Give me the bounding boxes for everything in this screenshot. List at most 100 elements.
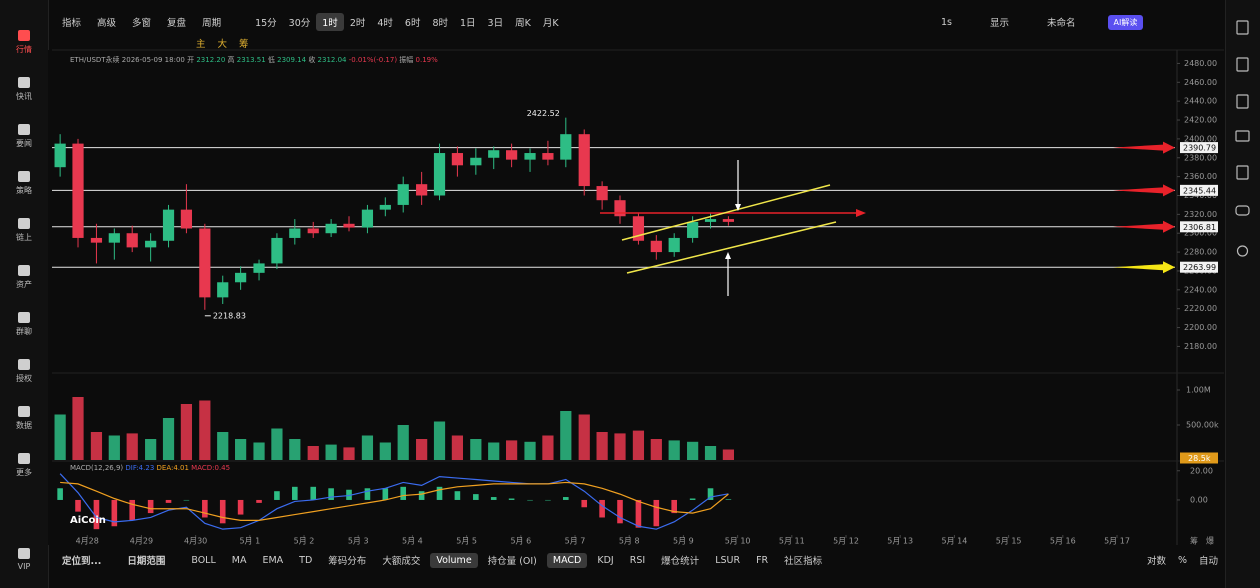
x-tick-label: 5月 13 — [887, 537, 913, 546]
indicator-tab[interactable]: BOLL — [191, 554, 216, 566]
tool-button[interactable]: 1s — [941, 16, 952, 28]
sidebar-item[interactable]: 数据 — [4, 406, 44, 431]
period-button[interactable]: 周K — [515, 18, 531, 29]
icon — [18, 406, 30, 417]
tool-button[interactable]: 高级 — [97, 18, 117, 29]
sidebar-item[interactable]: VIP — [4, 548, 44, 571]
volume-bar — [668, 440, 680, 460]
tool-button[interactable]: AI解读 — [1107, 14, 1144, 30]
draw-tool[interactable]: 筹 — [239, 39, 249, 50]
candle-body — [451, 153, 464, 166]
volume-bar — [614, 433, 626, 460]
volume-bar — [90, 432, 103, 460]
sidebar-item[interactable]: 更多 — [4, 453, 44, 478]
x-tick-label: 5月 17 — [1104, 537, 1130, 546]
tool-button[interactable]: 未命名 — [1047, 18, 1076, 29]
icon — [18, 30, 30, 41]
indicator-tab[interactable]: 社区指标 — [784, 556, 823, 567]
draw-tool[interactable]: 主 — [196, 39, 206, 50]
volume-bar — [126, 433, 138, 460]
period-button[interactable]: 8时 — [432, 18, 448, 29]
period-button[interactable]: 30分 — [288, 18, 311, 29]
info-item: 0.19% — [416, 56, 439, 64]
y-tick-label: 2320.00 — [1184, 210, 1217, 219]
tool-button[interactable]: 复盘 — [167, 18, 187, 29]
bottom-button[interactable]: 对数 — [1146, 556, 1166, 567]
candle-body — [524, 153, 536, 160]
volume-bar — [506, 440, 518, 460]
bottom-button[interactable]: % — [1177, 554, 1187, 566]
volume-bar — [433, 421, 446, 460]
indicator-tab[interactable]: 爆仓统计 — [661, 556, 700, 567]
candle-body — [687, 221, 699, 238]
indicator-tab[interactable]: MACD — [546, 552, 588, 568]
tool-button[interactable]: 周期 — [202, 18, 222, 29]
tool-button[interactable]: 显示 — [990, 18, 1010, 29]
y-tick-label: 20.00 — [1190, 466, 1213, 475]
volume-tag — [1180, 452, 1218, 464]
y-tick-label: 2220.00 — [1184, 304, 1217, 313]
info-item: 低 — [268, 55, 277, 64]
sidebar-item[interactable]: 快讯 — [4, 77, 44, 102]
macd-hist — [545, 499, 551, 501]
y-tick-label: 2480.00 — [1184, 59, 1217, 68]
bottom-button[interactable]: 日期范围 — [127, 556, 166, 567]
volume-bar — [162, 418, 175, 460]
sidebar-item[interactable]: 链上 — [4, 218, 44, 243]
sidebar-item[interactable]: 授权 — [4, 359, 44, 384]
macd-hist — [93, 499, 100, 530]
icon — [18, 265, 30, 276]
period-button[interactable]: 4时 — [377, 18, 393, 29]
tool-button[interactable]: 多窗 — [132, 18, 152, 29]
sidebar-item[interactable]: 行情 — [4, 30, 44, 55]
period-button[interactable]: 1日 — [460, 18, 476, 29]
tool-button[interactable]: 指标 — [62, 18, 82, 29]
x-tick-label: 5月 2 — [294, 537, 315, 546]
period-button[interactable]: 月K — [542, 18, 559, 29]
volume-bar — [325, 444, 337, 460]
period-button[interactable]: 6时 — [404, 18, 421, 29]
sidebar-label: 行情 — [16, 45, 32, 54]
volume-bar — [199, 400, 211, 460]
macd-hist — [707, 488, 714, 500]
icon — [18, 77, 30, 88]
sidebar-item[interactable]: 要闻 — [4, 124, 44, 149]
bottom-button[interactable]: 定位到... — [62, 556, 102, 567]
y-tick-label: 500.00k — [1186, 421, 1219, 430]
sidebar-item[interactable]: 资产 — [4, 265, 44, 290]
indicator-tab[interactable]: KDJ — [597, 554, 614, 566]
x-tick-label: 5月 7 — [565, 537, 586, 546]
macd-hist — [346, 489, 352, 500]
macd-hist — [202, 499, 208, 518]
sidebar-item[interactable]: 策略 — [4, 171, 44, 196]
indicator-tab[interactable]: EMA — [262, 554, 284, 566]
icon — [18, 312, 30, 323]
drawn-arrowhead — [735, 204, 741, 211]
indicator-tab[interactable]: 持仓量 (OI) — [487, 556, 537, 567]
indicator-tab[interactable]: TD — [299, 554, 313, 566]
indicator-tab[interactable]: 大额成交 — [382, 556, 421, 567]
period-button[interactable]: 1时 — [316, 13, 344, 31]
indicator-tab[interactable]: LSUR — [715, 554, 741, 566]
indicator-tab[interactable]: FR — [756, 554, 769, 566]
period-button[interactable]: 3日 — [487, 18, 504, 29]
indicator-tab[interactable]: MA — [231, 554, 247, 566]
level-arrow — [1113, 261, 1175, 274]
candle-body — [271, 237, 283, 264]
draw-tool[interactable]: 大 — [217, 39, 228, 50]
x-tick-label: 4月28 — [76, 537, 99, 546]
macd-dea — [60, 481, 729, 522]
bottom-button[interactable]: 自动 — [1198, 556, 1218, 567]
macd-dif — [59, 473, 729, 530]
indicator-tab[interactable]: RSI — [629, 554, 646, 566]
candle-body — [379, 204, 391, 210]
macd-hist — [599, 499, 605, 518]
volume-bar — [560, 411, 572, 460]
candle-body — [704, 219, 717, 222]
indicator-tab[interactable]: Volume — [430, 552, 478, 568]
period-button[interactable]: 15分 — [255, 18, 277, 29]
scale-tag: 筹 — [1190, 536, 1198, 546]
period-button[interactable]: 2时 — [349, 18, 366, 29]
indicator-tab[interactable]: 筹码分布 — [328, 556, 367, 567]
sidebar-item[interactable]: 群聊 — [4, 312, 44, 337]
